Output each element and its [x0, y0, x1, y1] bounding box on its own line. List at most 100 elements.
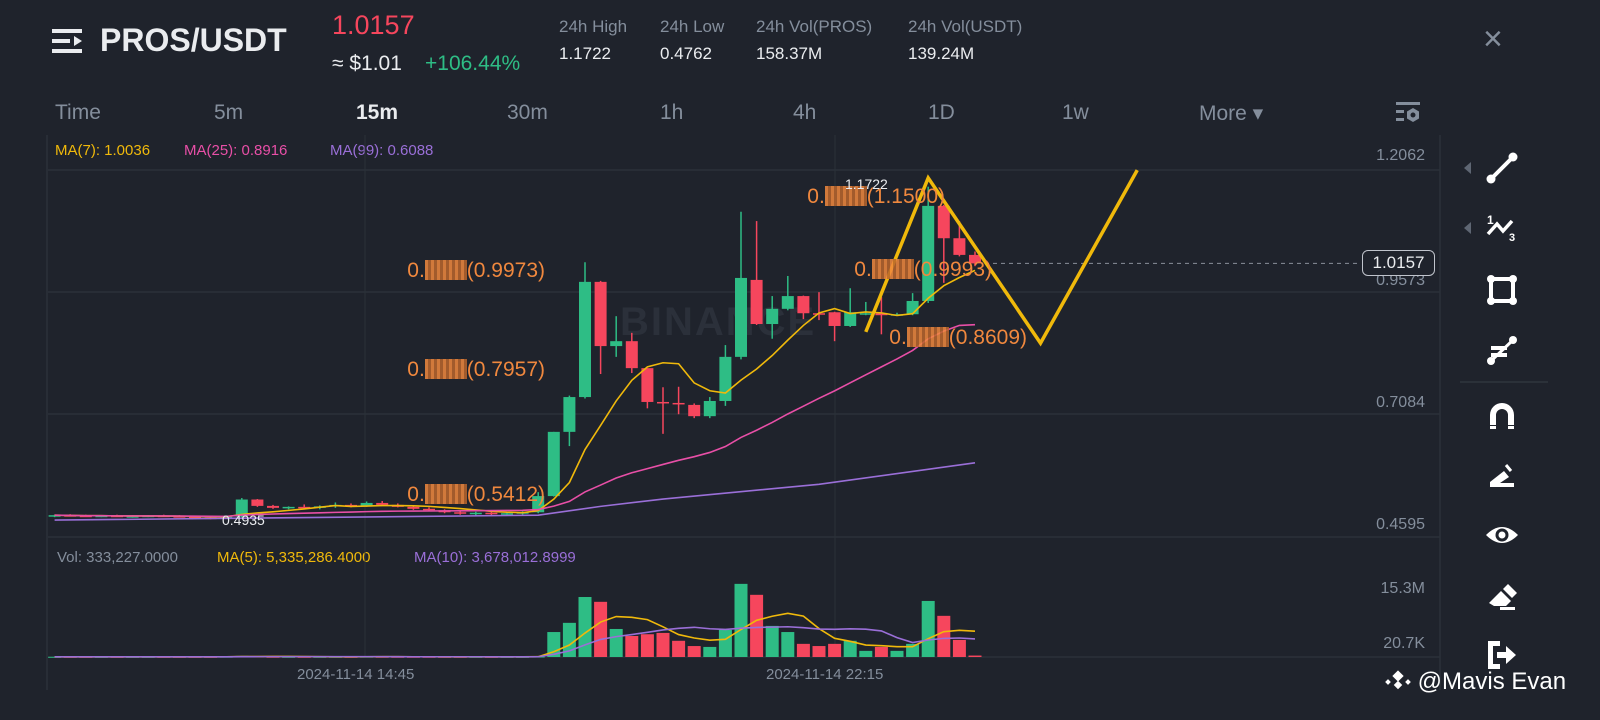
candle-up: [547, 431, 560, 497]
close-icon[interactable]: ×: [1483, 20, 1503, 58]
candle-down: [423, 508, 435, 511]
candle-down: [641, 368, 654, 402]
fib-ratio-overlap: [424, 359, 467, 380]
fib-price: (0.9993): [913, 258, 992, 282]
price-tick: 0.9573: [1376, 272, 1425, 289]
volume-bar: [781, 632, 795, 657]
fib-ratio-overlap: [871, 259, 914, 280]
menu-icon[interactable]: [52, 28, 88, 54]
ma25-line: [54, 323, 976, 518]
volume-bar: [672, 640, 686, 657]
current-price-tag: 1.0157: [1362, 250, 1435, 276]
fib-level-label: 0. (0.7957): [407, 358, 545, 382]
volume-ma10-line: [54, 625, 976, 658]
candle-down: [267, 505, 279, 508]
binance-logo-icon: [1385, 670, 1411, 690]
candle-up: [922, 205, 935, 301]
stat-label-low: 24h Low: [660, 17, 725, 36]
volume-bar: [640, 634, 654, 657]
fib-price: (0.8609): [948, 326, 1027, 350]
exit-fullscreen-icon[interactable]: [1484, 637, 1520, 673]
fib-level-label: 0. (0.5412): [407, 483, 545, 507]
volume-bar: [750, 594, 764, 657]
candle-down: [251, 499, 264, 506]
tab-4h[interactable]: 4h: [793, 101, 817, 124]
pencil-icon[interactable]: [1484, 457, 1520, 493]
time-tick: 2024-11-14 14:45: [297, 666, 415, 683]
tab-30m[interactable]: 30m: [507, 101, 548, 124]
tab-1d[interactable]: 1D: [928, 101, 955, 124]
volume-bar: [828, 643, 842, 657]
stat-label-high: 24h High: [559, 17, 628, 36]
volume-bar: [874, 646, 888, 657]
fib-ratio-overlap: [424, 483, 467, 504]
volume-bar: [890, 650, 904, 657]
tab-time[interactable]: Time: [55, 101, 101, 124]
pair-title[interactable]: PROS/USDT: [100, 22, 287, 58]
tab-5m[interactable]: 5m: [214, 101, 244, 124]
tab-more[interactable]: More ▾: [1199, 102, 1264, 125]
price-tick: 1.2062: [1376, 147, 1425, 164]
candle-down: [688, 404, 701, 417]
volume-bar: [859, 650, 873, 657]
expand-arrow-icon[interactable]: [1464, 222, 1471, 234]
legend-vol: Vol: 333,227.0000: [57, 549, 178, 566]
candle-down: [454, 512, 467, 514]
candle-up: [126, 516, 139, 518]
usd-price: ≈ $1.01: [332, 52, 402, 75]
svg-text:1: 1: [1487, 213, 1494, 227]
candle-up: [735, 277, 747, 357]
fib-level-label: 0. (0.9973): [407, 259, 545, 283]
legend-vol-ma5: MA(5): 5,335,286.4000: [217, 549, 371, 566]
volume-tick: 20.7K: [1383, 635, 1425, 652]
candle-down: [937, 205, 950, 239]
tab-15m[interactable]: 15m: [356, 101, 399, 124]
candle-up: [610, 341, 623, 347]
fib-ratio-overlap: [906, 327, 949, 348]
volume-bar: [765, 625, 779, 657]
rectangle-tool-icon[interactable]: [1484, 272, 1520, 308]
tab-1h[interactable]: 1h: [660, 101, 684, 124]
volume-bars: [48, 583, 982, 658]
fib-price: (1.1500): [866, 184, 945, 208]
stat-value-vol-pros: 158.37M: [756, 44, 823, 63]
volume-tick: 15.3M: [1380, 580, 1425, 597]
eye-icon[interactable]: [1484, 517, 1520, 553]
ma99-line: [54, 462, 976, 521]
fib-price: (0.9973): [466, 259, 545, 283]
chart-settings-icon[interactable]: [1396, 100, 1422, 131]
candle-down: [594, 281, 607, 347]
fib-ratio-prefix: 0.: [407, 358, 425, 382]
line-tool-icon[interactable]: [1484, 150, 1520, 186]
volume-bar: [687, 646, 701, 657]
volume-bar: [796, 643, 810, 657]
fib-ratio-prefix: 0.: [407, 482, 425, 506]
candle-down: [969, 254, 981, 264]
volume-bar: [594, 601, 608, 657]
candle-down: [298, 506, 311, 509]
fib-tool-icon[interactable]: [1484, 332, 1520, 368]
candle-up: [501, 513, 513, 515]
fib-level-label: 0. (0.8609): [889, 326, 1027, 350]
candle-up: [360, 502, 373, 506]
magnet-icon[interactable]: [1484, 397, 1520, 433]
fib-ratio-prefix: 0.: [807, 184, 825, 208]
price-tick: 0.4595: [1376, 516, 1425, 533]
candle-up: [859, 313, 872, 315]
tab-1w[interactable]: 1w: [1062, 101, 1089, 124]
expand-arrow-icon[interactable]: [1464, 162, 1471, 174]
pattern-drawing: [864, 169, 1139, 347]
fib-level-label: 0. (1.1500): [807, 185, 945, 209]
volume-bar: [656, 632, 670, 657]
price-tick: 0.7084: [1376, 394, 1425, 411]
svg-text:3: 3: [1509, 232, 1515, 244]
credit-watermark: @Mavis Evan: [1385, 668, 1566, 696]
candle-down: [485, 512, 498, 515]
candle-up: [906, 300, 919, 315]
ma7-line: [54, 269, 976, 518]
high-label: 1.1722: [845, 176, 888, 192]
eraser-icon[interactable]: [1484, 579, 1520, 615]
stat-value-vol-usdt: 139.24M: [908, 44, 975, 63]
